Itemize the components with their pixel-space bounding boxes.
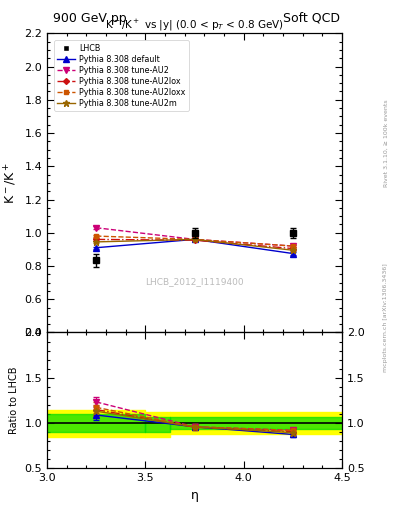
- Title: K$^-$/K$^+$ vs |y| (0.0 < p$_T$ < 0.8 GeV): K$^-$/K$^+$ vs |y| (0.0 < p$_T$ < 0.8 Ge…: [105, 18, 284, 33]
- Y-axis label: Ratio to LHCB: Ratio to LHCB: [9, 367, 19, 434]
- Text: LHCB_2012_I1119400: LHCB_2012_I1119400: [145, 277, 244, 286]
- Text: Soft QCD: Soft QCD: [283, 12, 340, 25]
- Text: Rivet 3.1.10, ≥ 100k events: Rivet 3.1.10, ≥ 100k events: [384, 99, 388, 187]
- Text: 900 GeV pp: 900 GeV pp: [53, 12, 127, 25]
- Legend: LHCB, Pythia 8.308 default, Pythia 8.308 tune-AU2, Pythia 8.308 tune-AU2lox, Pyt: LHCB, Pythia 8.308 default, Pythia 8.308…: [54, 40, 189, 111]
- Y-axis label: K$^-$/K$^+$: K$^-$/K$^+$: [3, 162, 19, 204]
- Text: mcplots.cern.ch [arXiv:1306.3436]: mcplots.cern.ch [arXiv:1306.3436]: [384, 263, 388, 372]
- X-axis label: η: η: [191, 489, 198, 502]
